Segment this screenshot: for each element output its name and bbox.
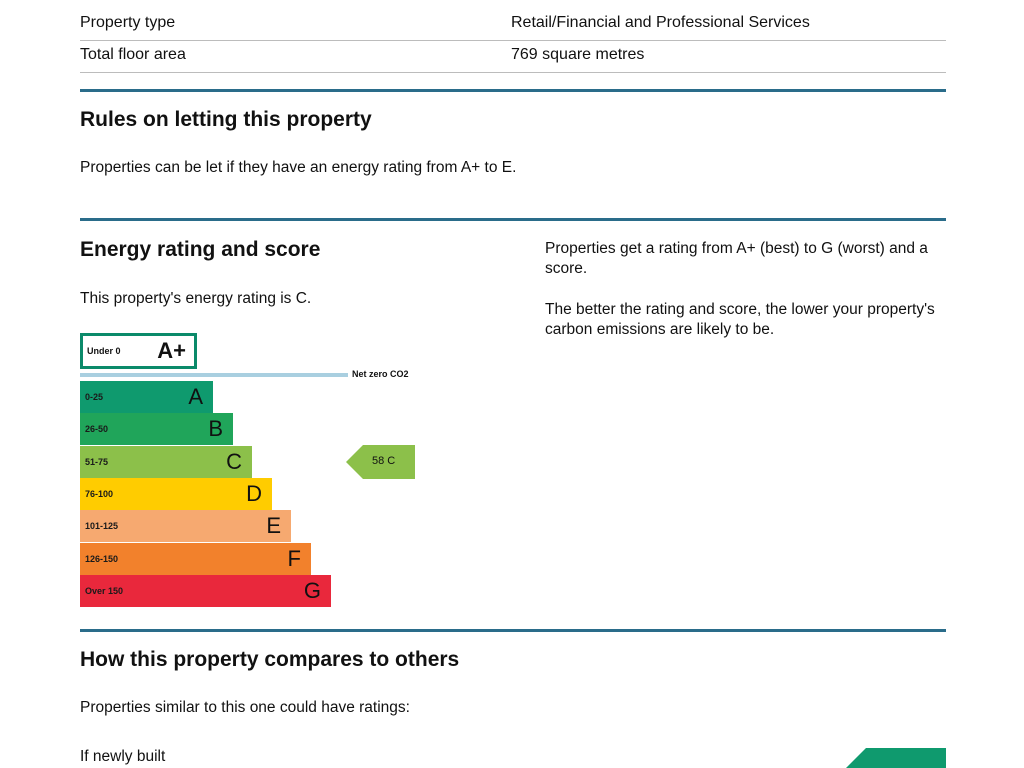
current-rating-text: This property's energy rating is C. xyxy=(80,290,312,307)
table-divider xyxy=(80,40,946,41)
net-zero-line xyxy=(80,373,348,377)
band-letter: A xyxy=(188,384,203,409)
property-type-label: Property type xyxy=(80,14,176,31)
letting-heading: Rules on letting this property xyxy=(80,108,372,131)
band-range: 126-150 xyxy=(85,554,119,564)
compare-text: Properties similar to this one could hav… xyxy=(80,699,410,716)
band-range: 76-100 xyxy=(85,489,114,499)
newly-built-rating-arrow xyxy=(846,748,946,768)
rating-explanation: Properties get a rating from A+ (best) t… xyxy=(545,240,928,277)
band-b: 26-50 B xyxy=(80,413,233,445)
band-d: 76-100 D xyxy=(80,478,272,510)
band-letter: A+ xyxy=(157,338,186,363)
band-letter: F xyxy=(287,546,301,571)
section-divider xyxy=(80,629,946,632)
band-range: Over 150 xyxy=(85,586,124,596)
net-zero-label: Net zero CO2 xyxy=(352,369,409,379)
band-range: Under 0 xyxy=(87,346,121,356)
band-range: 101-125 xyxy=(85,521,119,531)
band-c: 51-75 C xyxy=(80,446,252,478)
band-f: 126-150 F xyxy=(80,543,311,575)
table-divider xyxy=(80,72,946,73)
band-letter: B xyxy=(208,416,223,441)
letting-text: Properties can be let if they have an en… xyxy=(80,159,517,176)
newly-built-label: If newly built xyxy=(80,748,166,765)
band-a-plus: Under 0 A+ xyxy=(80,333,197,369)
section-divider xyxy=(80,89,946,92)
energy-heading: Energy rating and score xyxy=(80,238,321,261)
band-range: 51-75 xyxy=(85,457,109,467)
section-divider xyxy=(80,218,946,221)
band-e: 101-125 E xyxy=(80,510,291,542)
rating-explanation-2: The better the rating and score, the low… xyxy=(545,301,935,338)
current-rating-pointer xyxy=(346,445,415,479)
compare-heading: How this property compares to others xyxy=(80,648,460,671)
band-letter: D xyxy=(246,481,262,506)
band-range: 0-25 xyxy=(85,392,104,402)
band-letter: C xyxy=(226,449,242,474)
floor-area-label: Total floor area xyxy=(80,46,186,63)
band-letter: E xyxy=(266,513,281,538)
band-letter: G xyxy=(303,578,321,603)
band-g: Over 150 G xyxy=(80,575,331,607)
current-score-label: 58 C xyxy=(372,455,396,467)
band-a: 0-25 A xyxy=(80,381,213,413)
band-range: 26-50 xyxy=(85,424,109,434)
property-type-value: Retail/Financial and Professional Servic… xyxy=(511,14,810,31)
floor-area-value: 769 square metres xyxy=(511,46,645,63)
